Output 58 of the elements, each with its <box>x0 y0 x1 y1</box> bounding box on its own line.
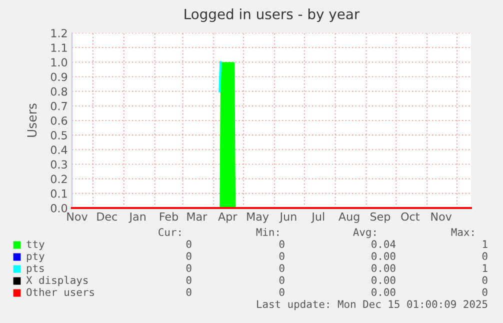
text: 0 <box>279 276 284 284</box>
legend-label: Other users <box>26 288 94 296</box>
text: 1 <box>482 264 488 272</box>
text: 0 <box>186 252 192 260</box>
x-tick-label: Nov <box>67 212 88 221</box>
x-tick-label: Dec <box>97 212 117 221</box>
y-tick-label: 0.1 <box>50 189 67 198</box>
text: 0 <box>279 264 284 272</box>
y-tick-label: 1.1 <box>51 44 67 52</box>
x-tick-label: Jul <box>311 212 324 223</box>
x-tick-label: Mar <box>187 212 208 221</box>
y-tick-label: 1.0 <box>51 58 68 67</box>
y-tick-label: 0.2 <box>50 174 67 184</box>
y-tick-label: 0.5 <box>50 131 67 140</box>
text: 0 <box>186 288 192 296</box>
text: 0 <box>279 252 284 260</box>
x-tick-label: May <box>247 212 269 223</box>
text: 0.00 <box>372 276 396 284</box>
y-tick-label: 0.9 <box>50 72 68 82</box>
text: 0 <box>186 240 192 248</box>
text: Cur: <box>158 228 180 236</box>
text: Last update: Mon Dec 15 01:00:09 2025 <box>257 300 488 310</box>
y-tick-label: 0.6 <box>50 116 68 125</box>
x-tick-label: Apr <box>218 212 238 223</box>
x-tick-label: Oct <box>401 212 420 221</box>
text: Avg: <box>353 228 376 238</box>
x-tick-label: Jun <box>279 212 296 223</box>
legend-label: X displays <box>26 276 88 286</box>
text: 0 <box>482 288 488 296</box>
y-tick-label: 0.3 <box>50 160 67 169</box>
text: 0 <box>482 276 488 284</box>
text: 0.00 <box>372 264 396 272</box>
x-tick-label: Sep <box>370 212 390 223</box>
text: 0 <box>279 288 284 296</box>
text: 1 <box>482 240 488 248</box>
x-tick-label: Feb <box>160 212 178 221</box>
text: Min: <box>256 228 278 236</box>
legend-label: tty <box>26 240 44 250</box>
y-tick-label: 0.8 <box>50 87 68 96</box>
text: 0 <box>186 264 192 272</box>
y-tick-label: 0.0 <box>50 204 68 212</box>
y-tick-label: 0.7 <box>50 102 67 110</box>
chart-title: Logged in users - by year <box>184 8 360 22</box>
legend-label: pty <box>26 252 44 262</box>
text: Max: <box>451 228 474 236</box>
text: 0 <box>482 252 488 260</box>
y-tick-label: 1.2 <box>51 28 67 38</box>
x-tick-label: Nov <box>431 212 452 221</box>
y-axis-title: Users <box>27 104 37 137</box>
y-tick-label: 0.4 <box>50 146 68 154</box>
text: 0 <box>186 276 192 284</box>
x-tick-label: Jan <box>128 212 146 223</box>
text: 0.00 <box>372 288 396 296</box>
text: 0 <box>279 240 284 248</box>
text: 0.04 <box>372 240 396 248</box>
x-tick-label: Aug <box>338 212 360 223</box>
text: 0.00 <box>372 252 396 260</box>
legend-label: pts <box>26 264 44 274</box>
